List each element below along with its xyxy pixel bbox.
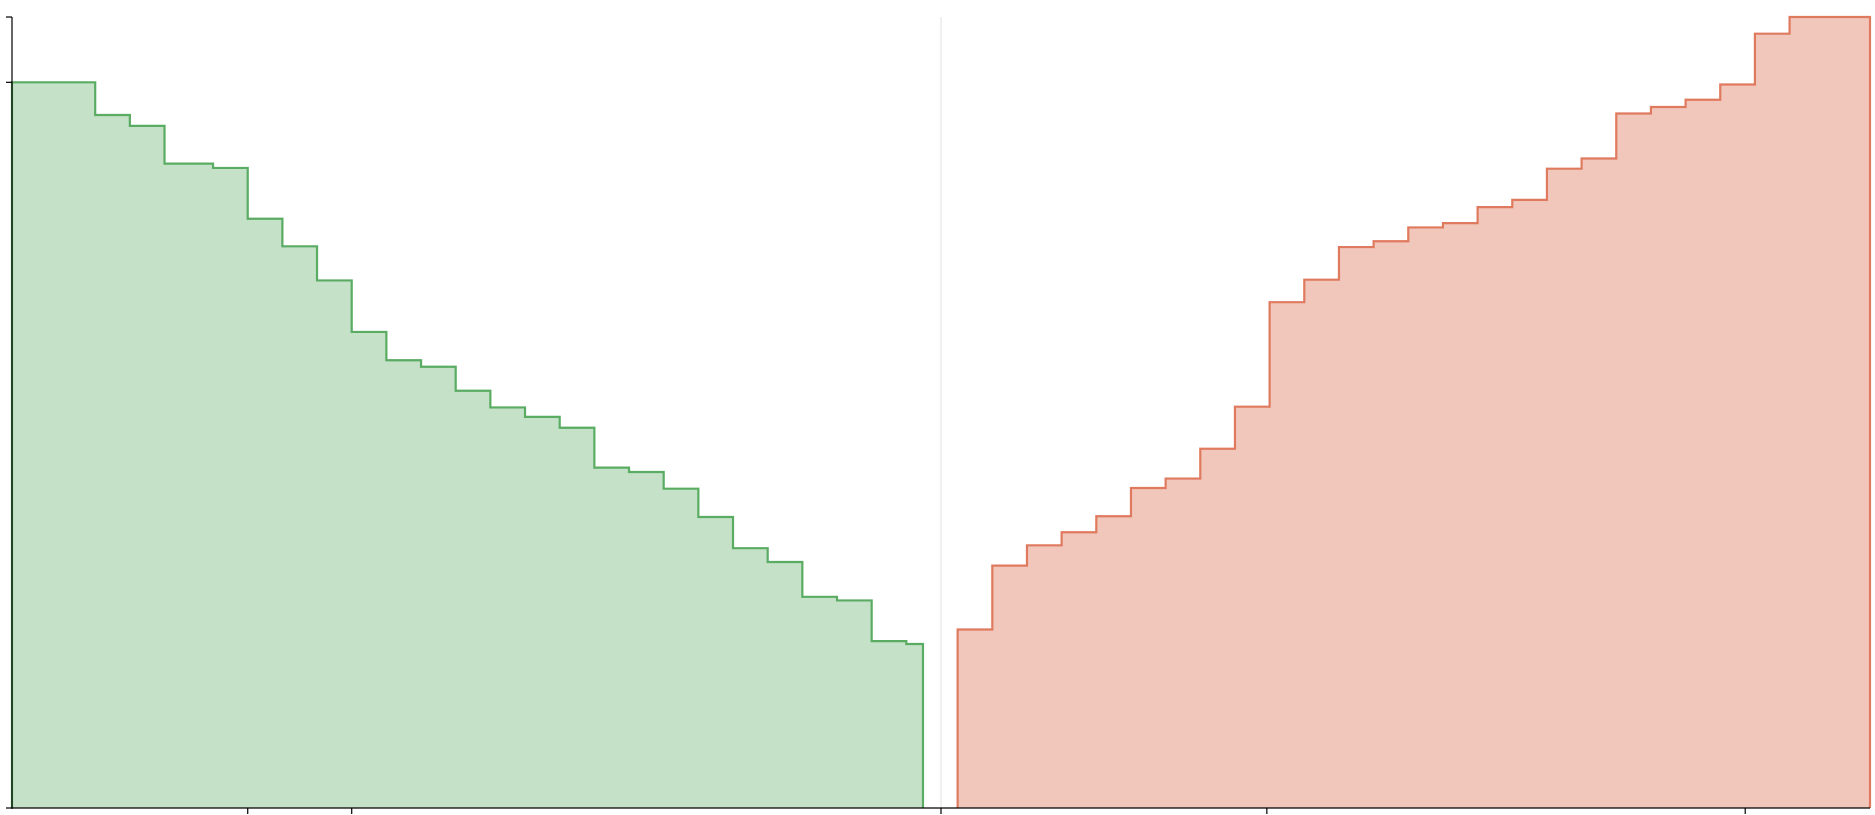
series-layer <box>10 15 1872 808</box>
series-1-area-fill <box>12 82 923 808</box>
series-2 <box>956 15 1872 808</box>
series-2-area-fill <box>957 17 1870 808</box>
series-1-step-line <box>10 81 925 808</box>
axes-layer <box>6 16 1870 814</box>
series-2-step-line <box>956 15 1872 808</box>
series-1 <box>10 81 925 808</box>
